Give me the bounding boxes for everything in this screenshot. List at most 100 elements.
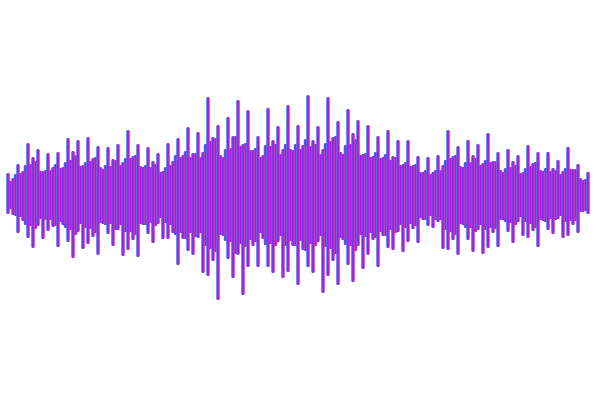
waveform-bar (586, 172, 590, 214)
waveform-bar (66, 138, 70, 242)
waveform-bar (166, 143, 170, 239)
waveform-bar (391, 156, 395, 250)
waveform-bar (536, 152, 540, 247)
waveform-bar (526, 145, 530, 238)
waveform-bar (356, 120, 360, 246)
waveform-bar (111, 159, 115, 246)
waveform-bar (286, 105, 290, 272)
waveform-bar (126, 130, 130, 250)
waveform-bar (456, 146, 460, 255)
waveform-bar (246, 110, 250, 267)
waveform-bar (386, 130, 390, 248)
waveform-bar (251, 150, 255, 246)
waveform-bar (306, 95, 310, 267)
waveform-bar (136, 144, 140, 257)
waveform-bar (571, 169, 575, 225)
waveform-bar (426, 157, 430, 226)
waveform-bar (41, 171, 45, 239)
waveform-bar (191, 153, 195, 255)
waveform-bar (161, 171, 165, 239)
waveform-bar (196, 132, 200, 238)
waveform-bar (521, 172, 525, 236)
waveform-bar (71, 151, 75, 258)
waveform-bar (206, 97, 210, 276)
waveform-bar (131, 156, 135, 240)
waveform-bar (96, 146, 100, 255)
waveform-bar (516, 155, 520, 222)
waveform-bar (176, 138, 180, 265)
waveform-bar (226, 117, 230, 259)
waveform-bar (331, 137, 335, 261)
waveform-bar (141, 167, 145, 225)
waveform-bar (6, 173, 10, 214)
waveform-bar (546, 152, 550, 230)
waveform-bar (11, 178, 15, 215)
waveform-bar (266, 108, 270, 267)
waveform-bar (46, 153, 50, 231)
waveform-bar (156, 153, 160, 224)
waveform-bar (406, 140, 410, 242)
waveform-bar (486, 133, 490, 248)
waveform-bar (411, 165, 415, 229)
waveform-bar (81, 165, 85, 249)
waveform-bar (181, 155, 185, 239)
waveform-bar (231, 136, 235, 278)
waveform-bar (321, 149, 325, 293)
waveform-bar (401, 164, 405, 252)
waveform-bar (541, 171, 545, 221)
waveform-bar (91, 158, 95, 237)
waveform-bar (556, 160, 560, 219)
waveform-bar (116, 144, 120, 230)
waveform-bar (201, 152, 205, 273)
waveform-bar (186, 127, 190, 251)
waveform-bar (151, 161, 155, 243)
waveform-bar (236, 100, 240, 255)
waveform-bar (296, 125, 300, 285)
waveform-bar (216, 125, 220, 300)
waveform-bar (366, 125, 370, 255)
waveform-bar (241, 144, 245, 295)
waveform-bar (416, 156, 420, 243)
waveform-bar (466, 140, 470, 240)
waveform-bar (336, 121, 340, 285)
waveform-bar (576, 164, 580, 233)
waveform-bar (461, 167, 465, 225)
waveform-bars-group (6, 95, 590, 300)
waveform-bar (101, 169, 105, 224)
waveform-bar (341, 154, 345, 240)
waveform-bar (146, 147, 150, 234)
waveform-bar (16, 164, 20, 233)
waveform-bar (171, 161, 175, 233)
waveform-bar (36, 149, 40, 226)
waveform-bar (501, 172, 505, 220)
waveform-bar (481, 163, 485, 254)
waveform-bar (451, 156, 455, 240)
waveform-bar (256, 136, 260, 267)
waveform-bar (311, 140, 315, 273)
waveform-bar (56, 152, 60, 247)
waveform-bar (531, 163, 535, 231)
waveform-bar (326, 97, 330, 276)
waveform-bar (291, 150, 295, 246)
waveform-bar (26, 143, 30, 238)
waveform-bar (211, 137, 215, 261)
waveform-bar (301, 145, 305, 250)
waveform-bar (421, 172, 425, 220)
waveform-bar (396, 140, 400, 232)
waveform-bar (471, 155, 475, 252)
waveform-bar (371, 156, 375, 240)
waveform-bar (581, 180, 585, 212)
waveform-bar (436, 155, 440, 222)
waveform-bar (361, 154, 365, 269)
waveform-bar (351, 133, 355, 282)
waveform-bar (376, 136, 380, 267)
waveform-bar (316, 126, 320, 242)
waveform-bar (551, 168, 555, 234)
waveform-bar (121, 162, 125, 256)
waveform-bar (566, 147, 570, 236)
waveform-bar (51, 167, 55, 227)
waveform-bar (346, 109, 350, 265)
waveform-bar (86, 137, 90, 244)
